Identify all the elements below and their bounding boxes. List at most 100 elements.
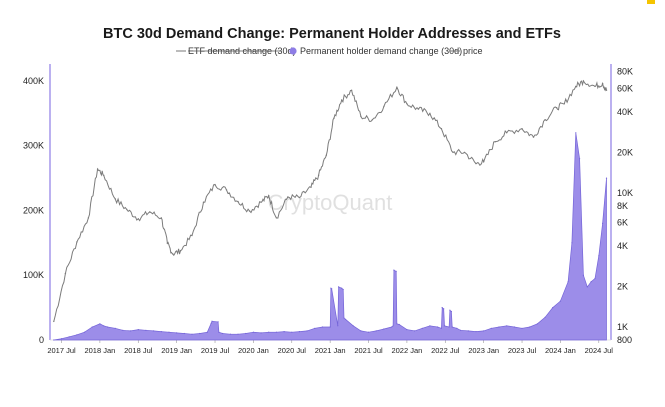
demand-data-point [211,320,213,322]
demand-data-point [103,325,105,327]
demand-data-point [567,281,569,283]
y-axis-left: 0 100K 200K 300K 400K [23,64,51,345]
legend-item-price[interactable]: price [450,46,483,56]
demand-data-point [298,331,300,333]
demand-data-point [443,325,446,327]
demand-data-point [393,269,395,271]
demand-data-point [229,333,231,335]
price-data-point [417,108,420,110]
demand-data-point [237,333,239,335]
demand-data-point [437,326,439,328]
y-right-tick-label: 20K [617,147,633,157]
x-tick-label: 2017 Jul [47,346,76,355]
price-data-point [317,174,320,176]
demand-data-point [552,307,554,309]
demand-data-point [490,327,492,329]
demand-data-point [331,288,333,290]
price-data-point [563,103,565,105]
demand-data-point [145,329,147,331]
price-data-point [371,119,374,121]
demand-data-point [222,332,224,335]
demand-data-point [586,286,588,288]
price-data-point [532,136,535,138]
demand-data-point [456,327,458,329]
demand-data-point [76,334,78,336]
demand-data-point [536,323,539,325]
demand-data-point [575,132,577,134]
y-right-tick-label: 8K [617,201,628,211]
legend: ETF demand change (30d) Permanent holder… [176,46,483,56]
demand-data-point [441,307,443,309]
legend-item-etf[interactable]: ETF demand change (30d) [176,46,296,56]
x-tick-label: 2024 Jul [585,346,614,355]
price-data-point [333,117,335,119]
demand-data-point [176,332,178,334]
x-tick-label: 2019 Jan [161,346,192,355]
demand-data-point [252,331,254,333]
price-data-point [594,85,596,88]
demand-data-point [392,325,394,327]
legend-item-permanent-holder[interactable]: Permanent holder demand change (30d) [289,46,462,56]
price-data-point [96,168,99,170]
legend-permanent-holder-dot [289,47,297,55]
demand-data-point [406,329,408,331]
demand-data-point [443,308,445,310]
demand-data-point [329,326,331,328]
demand-data-point [341,287,343,289]
demand-data-point [199,332,201,335]
y-left-tick-label: 0 [39,335,44,345]
x-tick-label: 2020 Jul [278,346,307,355]
x-axis: 2017 Jul 2018 Jan 2018 Jul 2019 Jan 2019 Jul… [47,339,614,355]
accent-marker [647,0,655,4]
price-data-point [137,218,139,220]
price-data-point [341,99,343,101]
demand-data-point [283,331,285,333]
price-data-point [248,210,251,212]
demand-data-point [391,326,393,328]
demand-data-point [559,300,562,302]
price-data-point [53,320,55,323]
demand-data-point [122,329,124,331]
demand-data-point [344,318,347,320]
price-data-point [429,112,431,115]
price-data-point [555,107,558,109]
watermark: CryptoQuant [268,190,393,215]
price-data-point [103,174,105,176]
demand-data-point [130,330,132,332]
demand-data-point [68,336,70,338]
demand-data-point [460,329,462,331]
price-data-point [275,217,278,219]
x-tick-label: 2024 Jan [545,346,576,355]
demand-data-point [183,332,185,335]
demand-data-point [245,332,247,335]
demand-data-point [60,338,63,340]
demand-data-point [360,330,362,332]
demand-data-point [448,326,450,328]
demand-data-point [191,333,193,335]
demand-data-point [498,326,500,328]
demand-data-point [544,316,546,318]
price-data-point [149,211,151,213]
price-data-point [605,89,608,92]
price-data-point [452,151,454,154]
demand-data-point [590,281,592,283]
demand-data-point [337,325,339,327]
y-right-tick-label: 10K [617,188,633,198]
y-left-tick-label: 100K [23,270,44,280]
price-data-point [463,151,466,154]
price-data-point [126,208,128,211]
demand-data-point [217,321,219,323]
price-data-point [166,242,169,244]
x-tick-label: 2018 Jul [124,346,153,355]
demand-data-point [314,327,316,329]
price-data-point [287,196,289,198]
y-left-tick-label: 400K [23,76,44,86]
demand-data-point [475,331,477,333]
demand-data-point [206,331,208,333]
demand-data-point [383,328,385,330]
demand-data-point [449,309,451,311]
y-right-tick-label: 1K [617,322,628,332]
y-right-tick-label: 800 [617,335,632,345]
price-data-point [214,183,216,186]
